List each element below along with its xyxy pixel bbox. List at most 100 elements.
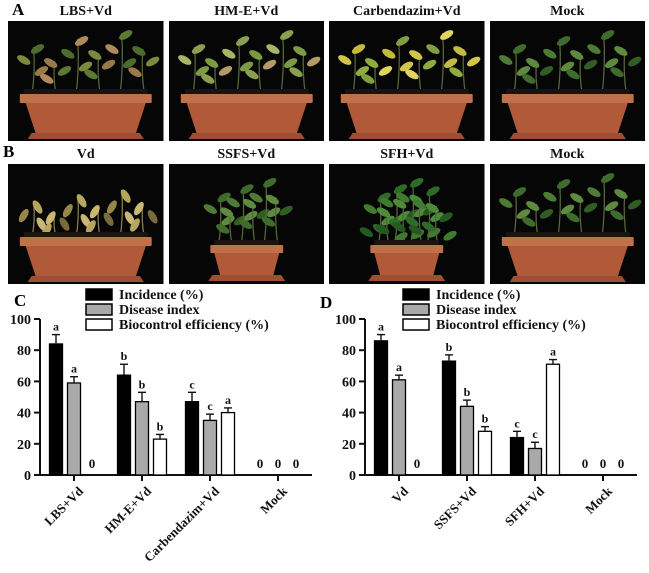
leaf bbox=[278, 205, 293, 216]
zero-label: 0 bbox=[275, 456, 282, 471]
sig-letter: a bbox=[550, 345, 556, 359]
pot-saucer bbox=[348, 133, 465, 139]
leaf bbox=[392, 222, 406, 233]
leaf bbox=[248, 50, 262, 60]
zero-label: 0 bbox=[89, 456, 96, 471]
leaf bbox=[412, 199, 426, 210]
soil bbox=[374, 240, 440, 249]
legend-swatch bbox=[402, 318, 430, 331]
panel-a-letter: A bbox=[12, 0, 25, 19]
bar-chart-panel-c: 020406080100LBS+Vdaa0HM-E+VdbbbCarbendaz… bbox=[10, 288, 312, 565]
x-category-label: SSFS+Vd bbox=[431, 483, 480, 532]
bar bbox=[134, 401, 150, 476]
leaf bbox=[338, 55, 352, 65]
leaf bbox=[84, 69, 98, 80]
leaf bbox=[467, 56, 481, 67]
leaf bbox=[120, 189, 131, 203]
leaf bbox=[439, 212, 453, 223]
leaf bbox=[200, 73, 214, 84]
leaf bbox=[76, 194, 87, 208]
leaf bbox=[440, 30, 454, 40]
leaf bbox=[565, 212, 580, 223]
leaf bbox=[133, 201, 144, 216]
x-category-label: HM-E+Vd bbox=[101, 483, 154, 536]
leaf bbox=[426, 186, 440, 197]
leaf bbox=[106, 200, 117, 214]
leaf bbox=[262, 59, 276, 70]
leaf bbox=[80, 214, 91, 228]
leaf bbox=[123, 58, 137, 69]
leaf bbox=[409, 50, 423, 60]
leaf bbox=[498, 198, 512, 208]
zero-label: 0 bbox=[293, 456, 300, 471]
leaf bbox=[244, 69, 259, 80]
plant-photo bbox=[8, 164, 164, 284]
bar bbox=[220, 411, 236, 476]
leaf bbox=[521, 73, 535, 84]
leaf bbox=[393, 198, 407, 209]
legend-label: Incidence (%) bbox=[436, 288, 521, 303]
sig-letter: a bbox=[396, 360, 402, 374]
sig-letter: a bbox=[53, 320, 59, 334]
pot-rim bbox=[19, 94, 152, 103]
x-category-label: Vd bbox=[389, 483, 412, 506]
bar bbox=[391, 379, 407, 476]
leaf bbox=[556, 36, 570, 46]
leaf bbox=[355, 66, 370, 76]
photo-cell: Mock bbox=[489, 143, 645, 284]
leaf bbox=[62, 204, 73, 218]
leaf bbox=[221, 48, 235, 59]
leaf bbox=[105, 44, 119, 54]
photo-label-ssfs-vd: SSFS+Vd bbox=[217, 147, 276, 162]
panel-b-photo-row: Vd SSFS+Vd SFH+Vd Mock bbox=[0, 143, 649, 284]
leaf bbox=[426, 44, 440, 54]
leaf bbox=[119, 30, 133, 40]
plant-pot bbox=[186, 103, 307, 133]
photo-cell: Mock bbox=[489, 0, 645, 141]
plant-pot bbox=[25, 103, 146, 133]
leaf bbox=[539, 66, 553, 76]
leaf bbox=[89, 205, 100, 219]
y-tick-label: 20 bbox=[342, 438, 356, 453]
leaf bbox=[525, 201, 539, 211]
x-category-label: SFH+Vd bbox=[502, 483, 548, 529]
panel-b-letter: B bbox=[3, 142, 15, 161]
leaf bbox=[378, 66, 393, 76]
leaf bbox=[408, 225, 422, 235]
leaf bbox=[425, 203, 439, 213]
leaf bbox=[88, 50, 102, 60]
photo-label-mock-b: Mock bbox=[550, 147, 585, 162]
plant-photo bbox=[329, 21, 485, 141]
leaf bbox=[565, 69, 580, 80]
bar bbox=[527, 447, 543, 476]
bar bbox=[184, 401, 200, 476]
leaf bbox=[427, 227, 441, 238]
leaf bbox=[288, 67, 303, 77]
leaf bbox=[238, 219, 252, 230]
leaf bbox=[306, 56, 320, 67]
photo-cell: LBS+Vd bbox=[8, 0, 164, 141]
sig-letter: c bbox=[207, 399, 213, 413]
photo-cell: SSFS+Vd bbox=[168, 143, 324, 284]
leaf bbox=[243, 211, 258, 221]
leaf bbox=[600, 173, 614, 183]
pot-rim bbox=[209, 245, 283, 253]
sig-letter: b bbox=[464, 385, 471, 399]
panel-d-letter: D bbox=[320, 293, 333, 312]
leaf bbox=[351, 44, 366, 54]
x-category-label: Mock bbox=[257, 483, 291, 517]
y-tick-label: 100 bbox=[335, 313, 356, 328]
leaf bbox=[396, 192, 410, 203]
sig-letter: a bbox=[225, 393, 231, 407]
pot-rim bbox=[19, 237, 152, 246]
leaf bbox=[124, 211, 135, 225]
leaf bbox=[604, 58, 618, 69]
pot-saucer bbox=[27, 133, 144, 139]
leaf bbox=[261, 216, 275, 227]
leaf bbox=[453, 46, 467, 56]
leaf bbox=[569, 193, 583, 203]
leaf bbox=[569, 50, 583, 60]
charts-row: 0 20 40 60 80 100 LBS+Vd a a 0 HM-E+Vd b b b Carbendaz… bbox=[0, 285, 649, 573]
leaf bbox=[265, 44, 280, 54]
leaf bbox=[600, 30, 614, 40]
